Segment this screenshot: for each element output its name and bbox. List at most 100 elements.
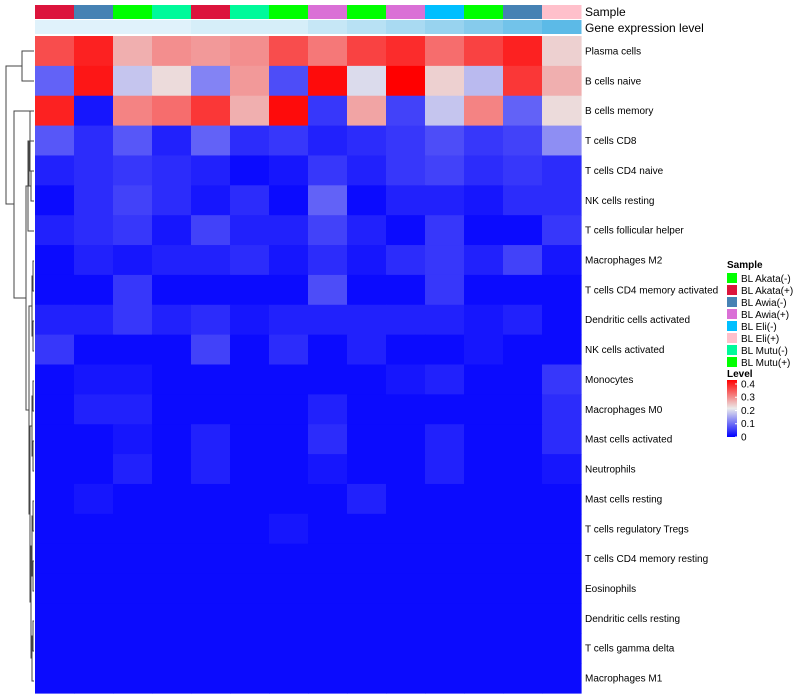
heatmap-cell: [542, 483, 582, 515]
heatmap-cell: [35, 215, 75, 246]
heatmap-cell: [230, 454, 270, 485]
heatmap-cell: [230, 36, 270, 67]
heatmap-cell: [386, 155, 426, 186]
heatmap-cell: [503, 185, 543, 216]
heatmap-cell: [347, 394, 387, 425]
heatmap-cell: [347, 334, 387, 366]
heatmap-cell: [464, 185, 504, 216]
heatmap-cell: [425, 274, 465, 306]
sample-legend-swatch: [727, 297, 737, 307]
heatmap-cell: [542, 274, 582, 306]
heatmap-cell: [152, 304, 192, 336]
heatmap-cell: [464, 334, 504, 366]
heatmap-cell: [386, 65, 426, 97]
heatmap-cell: [308, 364, 348, 395]
heatmap-cell: [425, 334, 465, 366]
heatmap-cell: [152, 633, 192, 664]
heatmap-cell: [464, 364, 504, 395]
sample-legend-swatch: [727, 285, 737, 295]
sample-legend: Sample BL Akata(-)BL Akata(+)BL Awia(-)B…: [727, 260, 793, 369]
heatmap-cell: [230, 155, 270, 186]
heatmap-cell: [152, 95, 192, 127]
heatmap-cell: [347, 573, 387, 605]
heatmap-cell: [113, 603, 153, 634]
row-label: T cells CD4 naive: [585, 166, 664, 177]
heatmap-cell: [230, 364, 270, 395]
heatmap-cell: [191, 125, 231, 157]
heatmap-cell: [308, 513, 348, 545]
heatmap-cell: [425, 245, 465, 276]
heatmap-cell: [35, 95, 75, 127]
heatmap-cell: [230, 215, 270, 246]
heatmap-cell: [347, 364, 387, 395]
heatmap-cell: [230, 603, 270, 634]
heatmap-cell: [230, 304, 270, 336]
heatmap-cell: [113, 633, 153, 664]
heatmap-cell: [269, 364, 309, 395]
sample-legend-swatch: [727, 309, 737, 319]
heatmap-cell: [308, 95, 348, 127]
heatmap-cell: [425, 36, 465, 67]
heatmap-cell: [191, 274, 231, 306]
heatmap-cell: [464, 394, 504, 425]
heatmap-cell: [503, 245, 543, 276]
row-label: B cells memory: [585, 106, 653, 117]
heatmap-cell: [347, 603, 387, 634]
level-legend-tick-label: 0.2: [741, 406, 755, 417]
gene-expression-annotation-label: Gene expression level: [585, 21, 704, 35]
heatmap-cell: [113, 95, 153, 127]
heatmap-cell: [230, 334, 270, 366]
heatmap-cell: [503, 65, 543, 97]
heatmap-cell: [35, 663, 75, 694]
expression-annotation-cell: [113, 20, 153, 34]
heatmap-cell: [386, 573, 426, 605]
heatmap-cell: [542, 543, 582, 575]
heatmap-cell: [386, 304, 426, 336]
sample-annotation-cell: [425, 5, 465, 19]
heatmap-cell: [74, 663, 114, 694]
heatmap-cell: [347, 36, 387, 67]
heatmap-cell: [464, 125, 504, 157]
heatmap-cell: [191, 663, 231, 694]
heatmap-cell: [74, 185, 114, 216]
heatmap-cell: [191, 36, 231, 67]
heatmap-cell: [425, 125, 465, 157]
heatmap-cell: [113, 36, 153, 67]
heatmap-cell: [542, 304, 582, 336]
heatmap-cell: [425, 543, 465, 575]
heatmap-cell: [74, 215, 114, 246]
expression-annotation-cell: [191, 20, 231, 34]
row-label: Eosinophils: [585, 584, 636, 595]
heatmap-cell: [386, 483, 426, 515]
heatmap-cell: [464, 155, 504, 186]
heatmap-cell: [152, 394, 192, 425]
heatmap-cell: [113, 394, 153, 425]
heatmap-cell: [113, 663, 153, 694]
heatmap-cell: [269, 185, 309, 216]
heatmap-cell: [230, 513, 270, 545]
heatmap-cell: [503, 483, 543, 515]
heatmap-cell: [308, 185, 348, 216]
heatmap-cell: [386, 513, 426, 545]
heatmap-cell: [464, 483, 504, 515]
heatmap-cell: [542, 454, 582, 485]
heatmap-cell: [542, 573, 582, 605]
heatmap-cell: [503, 155, 543, 186]
heatmap-cell: [191, 573, 231, 605]
expression-annotation-cell: [74, 20, 114, 34]
heatmap-cell: [152, 65, 192, 97]
heatmap-cell: [347, 215, 387, 246]
sample-legend-label: BL Eli(+): [741, 334, 779, 345]
heatmap-cell: [503, 633, 543, 664]
heatmap-cell: [425, 95, 465, 127]
heatmap-cell: [152, 573, 192, 605]
heatmap-cell: [74, 633, 114, 664]
heatmap-cell: [35, 513, 75, 545]
heatmap-cell: [74, 394, 114, 425]
heatmap-cell: [230, 185, 270, 216]
row-label: Dendritic cells activated: [585, 315, 690, 326]
sample-legend-swatch: [727, 357, 737, 367]
heatmap-cell: [191, 304, 231, 336]
heatmap-cell: [308, 394, 348, 425]
heatmap-cell: [269, 274, 309, 306]
